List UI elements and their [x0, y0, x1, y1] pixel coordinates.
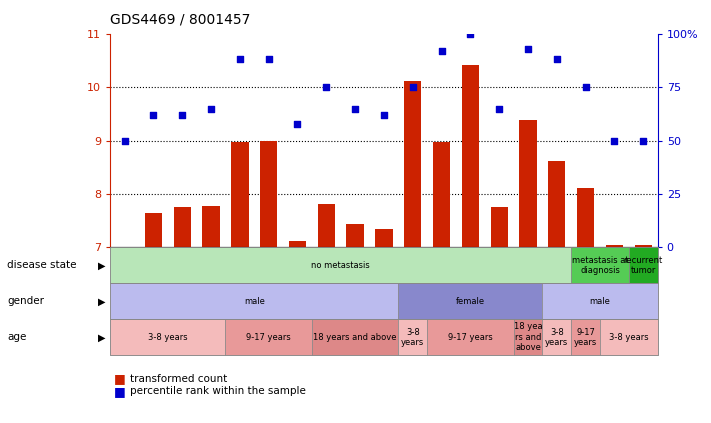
Bar	[375, 229, 392, 247]
Text: 9-17
years: 9-17 years	[574, 328, 597, 347]
Bar	[404, 81, 422, 247]
Bar	[173, 207, 191, 247]
Text: 9-17 years: 9-17 years	[246, 333, 291, 342]
Bar	[260, 140, 277, 247]
Point	[523, 45, 534, 52]
Text: female: female	[456, 297, 485, 306]
Bar	[203, 206, 220, 247]
Point	[148, 112, 159, 118]
Point	[609, 137, 620, 144]
Point	[349, 105, 360, 112]
Text: recurrent
tumor: recurrent tumor	[624, 256, 663, 275]
Bar	[577, 188, 594, 247]
Text: age: age	[7, 332, 26, 342]
Bar	[519, 121, 537, 247]
Bar	[606, 245, 623, 247]
Bar	[318, 203, 335, 247]
Bar	[635, 245, 652, 247]
Text: male: male	[589, 297, 611, 306]
Point	[205, 105, 217, 112]
Text: 3-8 years: 3-8 years	[609, 333, 648, 342]
Bar	[289, 241, 306, 247]
Text: ▶: ▶	[98, 297, 105, 306]
Text: male: male	[244, 297, 264, 306]
Point	[638, 137, 649, 144]
Point	[378, 112, 390, 118]
Text: 18 yea
rs and
above: 18 yea rs and above	[514, 322, 542, 352]
Bar	[231, 142, 249, 247]
Point	[407, 84, 419, 91]
Text: percentile rank within the sample: percentile rank within the sample	[130, 386, 306, 396]
Bar	[433, 142, 450, 247]
Bar	[491, 207, 508, 247]
Point	[551, 56, 562, 63]
Text: 3-8
years: 3-8 years	[401, 328, 424, 347]
Text: gender: gender	[7, 297, 44, 306]
Point	[493, 105, 505, 112]
Text: 9-17 years: 9-17 years	[448, 333, 493, 342]
Text: ■: ■	[114, 372, 126, 385]
Text: metastasis at
diagnosis: metastasis at diagnosis	[572, 256, 629, 275]
Text: 3-8 years: 3-8 years	[148, 333, 188, 342]
Point	[321, 84, 332, 91]
Point	[119, 137, 130, 144]
Point	[580, 84, 592, 91]
Point	[263, 56, 274, 63]
Point	[176, 112, 188, 118]
Text: no metastasis: no metastasis	[311, 261, 370, 270]
Point	[292, 120, 303, 127]
Text: 3-8
years: 3-8 years	[545, 328, 569, 347]
Point	[465, 30, 476, 37]
Point	[436, 47, 447, 54]
Bar	[461, 65, 479, 247]
Point	[234, 56, 245, 63]
Bar	[346, 224, 364, 247]
Text: disease state: disease state	[7, 261, 77, 270]
Text: ▶: ▶	[98, 332, 105, 342]
Bar	[145, 213, 162, 247]
Text: GDS4469 / 8001457: GDS4469 / 8001457	[110, 13, 250, 27]
Text: ▶: ▶	[98, 261, 105, 270]
Text: 18 years and above: 18 years and above	[314, 333, 397, 342]
Bar	[548, 161, 565, 247]
Text: transformed count: transformed count	[130, 374, 228, 384]
Text: ■: ■	[114, 385, 126, 398]
